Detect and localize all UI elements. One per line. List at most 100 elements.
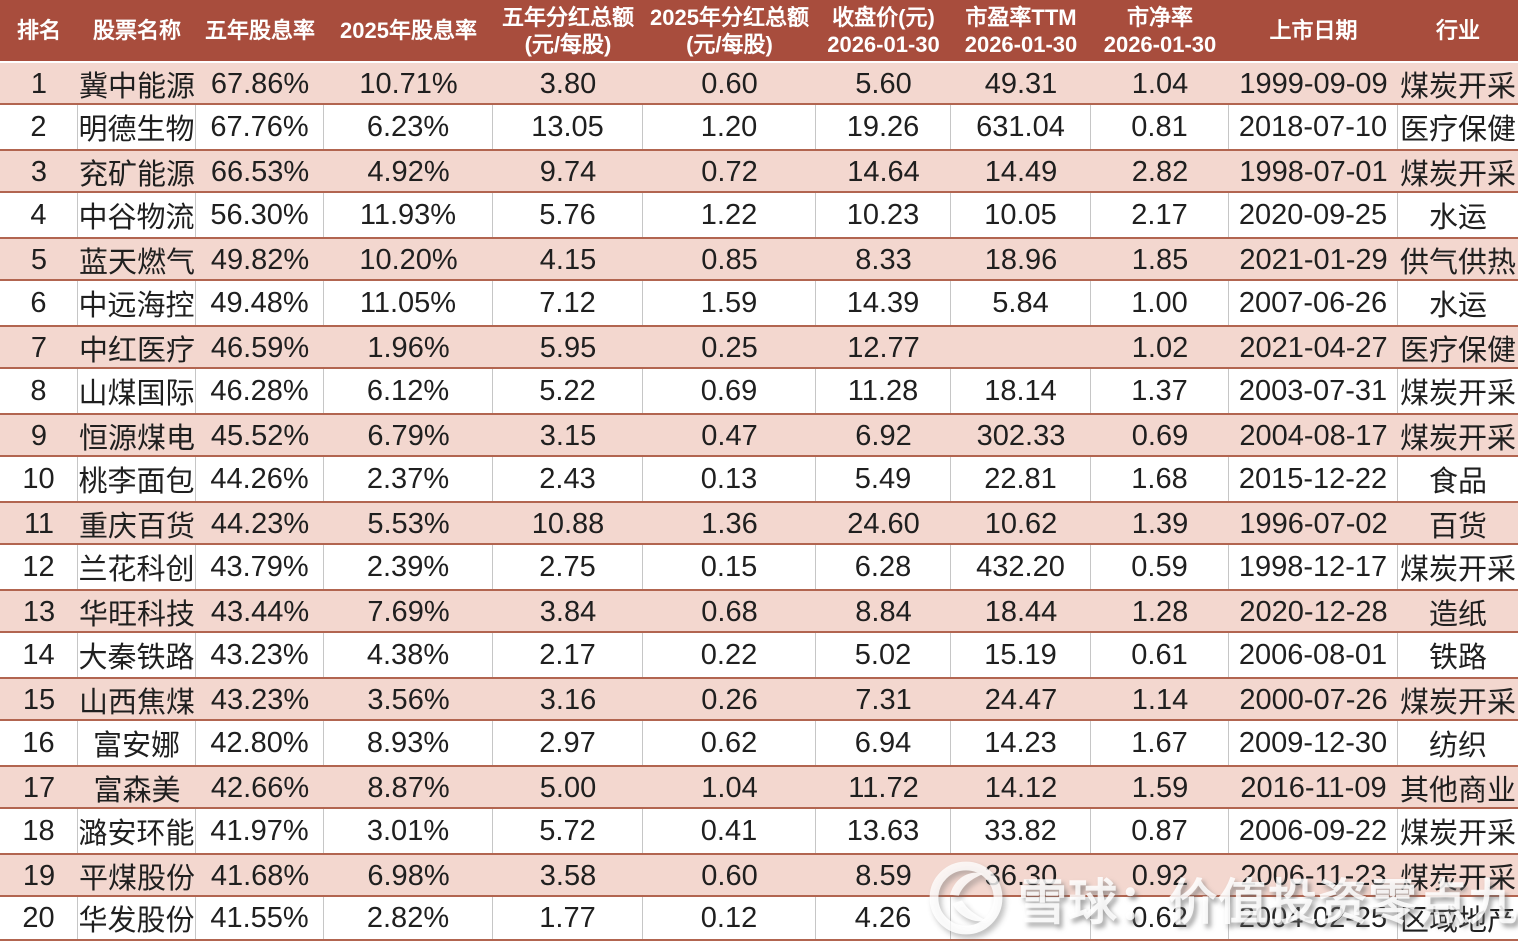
cell-yield5y: 44.23% xyxy=(210,507,310,540)
column-header-label: 五年分红总额 xyxy=(501,4,634,30)
cell-yield5y: 43.23% xyxy=(210,683,310,716)
cell-rank: 1 xyxy=(30,67,48,100)
cell-listDate: 1998-12-17 xyxy=(1229,545,1398,589)
cell-pb: 0.69 xyxy=(1131,419,1189,452)
cell-rank: 14 xyxy=(0,633,78,677)
cell-pe xyxy=(951,327,1091,369)
cell-name: 中红医疗 xyxy=(78,335,195,367)
cell-div5y: 1.77 xyxy=(493,897,643,939)
cell-pe: 631.04 xyxy=(951,105,1091,149)
cell-yield5y: 67.86% xyxy=(210,67,310,100)
cell-yield2025: 10.20% xyxy=(359,243,458,276)
cell-rank: 20 xyxy=(0,897,78,939)
cell-industry: 煤炭开采 xyxy=(1399,863,1516,895)
cell-listDate: 2004-08-17 xyxy=(1239,419,1388,452)
cell-name: 潞安环能 xyxy=(78,809,196,853)
cell-industry: 煤炭开采 xyxy=(1399,71,1516,103)
column-header-sublabel: 2026-01-30 xyxy=(827,31,940,57)
cell-yield5y: 49.48% xyxy=(196,281,324,325)
cell-close: 8.59 xyxy=(855,859,912,892)
table-row: 3 兖矿能源 66.53% 4.92% 9.74 0.72 14.64 14.49 2.82 19… xyxy=(0,149,1518,193)
cell-industry: 区域地产 xyxy=(1399,905,1516,937)
cell-yield2025: 3.01% xyxy=(324,809,493,853)
cell-yield2025: 6.23% xyxy=(324,105,493,149)
cell-pb: 1.85 xyxy=(1131,243,1189,276)
cell-close: 5.49 xyxy=(816,457,951,501)
cell-name: 兖矿能源 xyxy=(78,159,195,191)
cell-close: 6.28 xyxy=(816,545,951,589)
cell-close: 14.64 xyxy=(847,155,920,188)
cell-yield2025: 6.79% xyxy=(367,419,450,452)
cell-rank: 16 xyxy=(0,721,78,765)
cell-yield2025: 2.39% xyxy=(324,545,493,589)
table-body: 1 冀中能源 67.86% 10.71% 3.80 0.60 5.60 49.31 1.04 19… xyxy=(0,61,1518,941)
cell-listDate: 2000-07-26 xyxy=(1239,683,1388,716)
cell-div2025: 0.22 xyxy=(643,633,816,677)
cell-pb: 1.59 xyxy=(1131,771,1189,804)
cell-close: 7.31 xyxy=(855,683,912,716)
cell-div5y: 2.17 xyxy=(493,633,643,677)
cell-yield5y: 41.68% xyxy=(210,859,310,892)
table-row: 14 大秦铁路 43.23% 4.38% 2.17 0.22 5.02 15.19 0.61 20… xyxy=(0,633,1518,677)
cell-yield2025: 11.05% xyxy=(324,281,493,325)
cell-div5y: 2.43 xyxy=(493,457,643,501)
cell-yield5y: 43.44% xyxy=(210,595,310,628)
cell-industry: 煤炭开采 xyxy=(1399,554,1516,586)
cell-pb: 1.04 xyxy=(1131,67,1189,100)
cell-div5y: 3.15 xyxy=(539,419,597,452)
table-row: 11 重庆百货 44.23% 5.53% 10.88 1.36 24.60 10.62 1.39… xyxy=(0,501,1518,545)
table-row: 15 山西焦煤 43.23% 3.56% 3.16 0.26 7.31 24.47 1.14 20… xyxy=(0,677,1518,721)
cell-yield5y: 42.66% xyxy=(210,771,310,804)
cell-listDate: 2020-09-25 xyxy=(1229,193,1398,237)
column-header-pe: 市盈率TTM 2026-01-30 xyxy=(951,0,1091,61)
cell-yield2025: 1.96% xyxy=(367,331,450,364)
cell-yield5y: 46.28% xyxy=(196,369,324,413)
cell-listDate: 2015-12-22 xyxy=(1229,457,1398,501)
cell-yield2025: 8.93% xyxy=(324,721,493,765)
cell-div2025: 0.85 xyxy=(701,243,758,276)
cell-rank: 8 xyxy=(0,369,78,413)
cell-pb: 1.37 xyxy=(1091,369,1229,413)
cell-pe xyxy=(951,897,1091,939)
table-row: 5 蓝天燃气 49.82% 10.20% 4.15 0.85 8.33 18.96 1.85 20… xyxy=(0,237,1518,281)
cell-pb: 0.61 xyxy=(1091,633,1229,677)
cell-yield2025: 5.53% xyxy=(367,507,450,540)
cell-industry: 造纸 xyxy=(1428,599,1487,631)
cell-name: 中谷物流 xyxy=(78,193,196,237)
cell-pe: 15.19 xyxy=(951,633,1091,677)
cell-div2025: 0.69 xyxy=(643,369,816,413)
cell-div5y: 7.12 xyxy=(493,281,643,325)
column-header-label: 2025年股息率 xyxy=(340,18,477,43)
cell-div5y: 3.58 xyxy=(539,859,597,892)
cell-yield2025: 4.92% xyxy=(367,155,450,188)
cell-industry: 百货 xyxy=(1428,511,1487,543)
cell-listDate: 1999-09-09 xyxy=(1239,67,1388,100)
column-header-label: 上市日期 xyxy=(1269,18,1358,43)
cell-yield5y: 43.79% xyxy=(196,545,324,589)
cell-rank: 11 xyxy=(23,507,55,540)
cell-listDate: 2020-12-28 xyxy=(1239,595,1388,628)
column-header-label: 市盈率TTM xyxy=(965,4,1077,30)
cell-div2025: 0.25 xyxy=(701,331,758,364)
column-header-div2025: 2025年分红总额 (元/每股) xyxy=(643,0,816,61)
cell-div2025: 0.47 xyxy=(701,419,758,452)
cell-rank: 9 xyxy=(30,419,48,452)
column-header-sublabel: 2026-01-30 xyxy=(964,31,1078,57)
cell-close: 12.77 xyxy=(847,331,920,364)
cell-pb: 2.82 xyxy=(1131,155,1189,188)
cell-name: 明德生物 xyxy=(78,105,196,149)
cell-div5y: 5.22 xyxy=(493,369,643,413)
cell-close: 8.84 xyxy=(855,595,912,628)
cell-close: 6.92 xyxy=(855,419,912,452)
cell-div2025: 0.72 xyxy=(701,155,758,188)
cell-name: 重庆百货 xyxy=(78,511,195,543)
cell-yield5y: 42.80% xyxy=(196,721,324,765)
cell-yield5y: 67.76% xyxy=(196,105,324,149)
cell-pb: 0.62 xyxy=(1091,897,1229,939)
cell-yield2025: 3.56% xyxy=(367,683,450,716)
cell-industry: 煤炭开采 xyxy=(1399,687,1516,719)
cell-pb: 0.87 xyxy=(1091,809,1229,853)
cell-yield2025: 8.87% xyxy=(367,771,450,804)
column-header-label: 2025年分红总额 xyxy=(650,4,809,30)
